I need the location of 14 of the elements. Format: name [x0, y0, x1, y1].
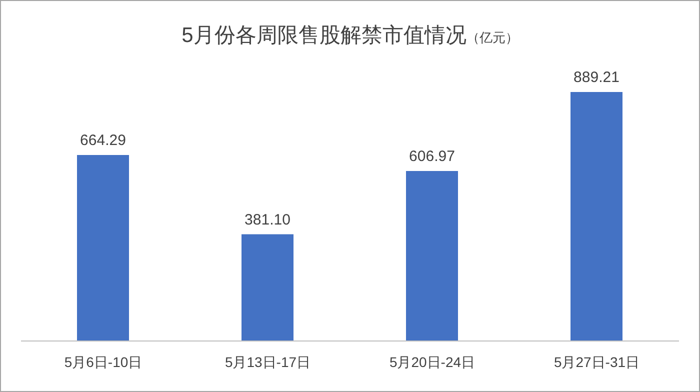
- data-label: 381.10: [244, 211, 290, 228]
- bar: [77, 155, 129, 341]
- bar: [242, 234, 294, 341]
- bar: [406, 171, 458, 341]
- data-label: 606.97: [409, 148, 455, 166]
- x-tick-label: 5月13日-17日: [224, 354, 311, 370]
- x-tick-label: 5月27日-31日: [554, 354, 640, 370]
- chart-subtitle: （亿元）: [466, 30, 518, 45]
- x-tick-label: 5月6日-10日: [64, 354, 142, 370]
- data-label: 889.21: [574, 69, 620, 86]
- chart-title: 5月份各周限售股解禁市值情况: [182, 24, 466, 47]
- bar: [570, 92, 622, 341]
- x-tick-label: 5月20日-24日: [389, 354, 476, 370]
- data-label: 664.29: [80, 132, 126, 149]
